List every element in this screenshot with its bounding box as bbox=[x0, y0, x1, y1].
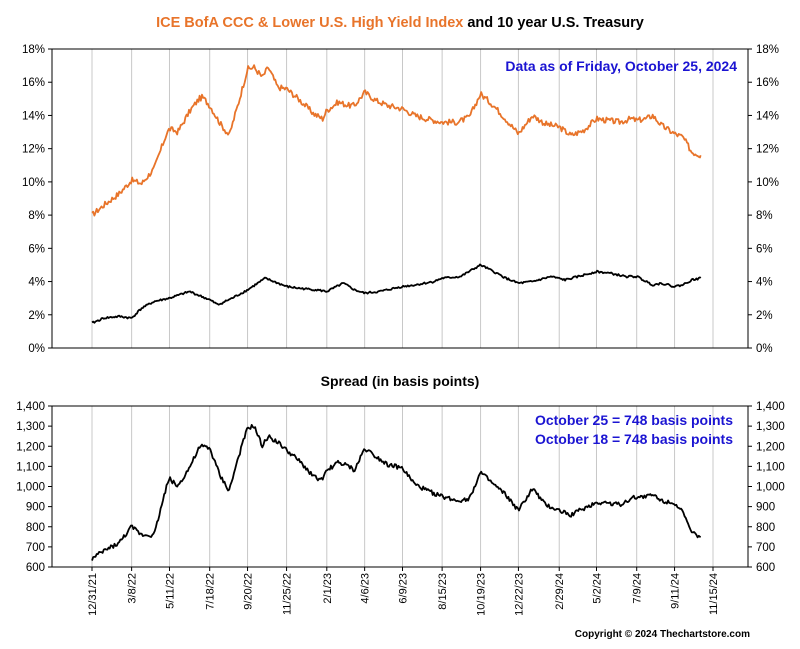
series-lines bbox=[91, 64, 702, 561]
x-tick-label: 11/25/22 bbox=[282, 573, 294, 615]
y-tick-label: 8% bbox=[28, 210, 45, 222]
chart-title: ICE BofA CCC & Lower U.S. High Yield Ind… bbox=[156, 15, 644, 31]
y-tick-label: 14% bbox=[22, 110, 45, 122]
series-line-treasury bbox=[91, 263, 702, 324]
y-tick-label: 1,100 bbox=[16, 461, 45, 473]
y-tick-label: 600 bbox=[26, 562, 45, 574]
x-tick-label: 11/15/24 bbox=[708, 573, 720, 615]
axis-labels: 12/31/21 3/8/22 5/11/22 7/18/22 9/20/22 11/25… bbox=[16, 44, 785, 616]
y-tick-label-right: 900 bbox=[756, 502, 775, 514]
y-tick-label: 2% bbox=[28, 310, 45, 322]
y-tick-label: 1,300 bbox=[16, 421, 45, 433]
x-tick-label: 12/31/21 bbox=[87, 573, 99, 616]
x-tick-label: 9/20/22 bbox=[243, 573, 255, 610]
y-tick-label-right: 1,400 bbox=[756, 401, 785, 413]
x-tick-label: 7/9/24 bbox=[632, 573, 644, 604]
x-tick-label: 6/9/23 bbox=[398, 573, 410, 604]
chart-title-part2: and 10 year U.S. Treasury bbox=[467, 15, 644, 31]
y-tick-label-right: 1,100 bbox=[756, 461, 785, 473]
spread-annotation-1: October 25 = 748 basis points bbox=[535, 412, 733, 428]
y-tick-label: 18% bbox=[22, 44, 45, 56]
axis-ticks bbox=[48, 48, 752, 571]
y-tick-label-right: 12% bbox=[756, 144, 779, 156]
y-tick-label-right: 2% bbox=[756, 310, 773, 322]
y-tick-label-right: 16% bbox=[756, 77, 779, 89]
x-tick-label: 5/2/24 bbox=[591, 573, 603, 604]
series-line-ccc-yield bbox=[91, 64, 702, 217]
x-tick-label: 4/6/23 bbox=[360, 573, 372, 604]
y-tick-label-right: 14% bbox=[756, 110, 779, 122]
spread-annotation-2: October 18 = 748 basis points bbox=[535, 431, 733, 447]
y-tick-label-right: 600 bbox=[756, 562, 775, 574]
y-tick-label-right: 6% bbox=[756, 243, 773, 255]
y-tick-label: 1,400 bbox=[16, 401, 45, 413]
y-tick-label-right: 1,200 bbox=[756, 441, 785, 453]
spread-title: Spread (in basis points) bbox=[321, 373, 480, 389]
data-date-annotation: Data as of Friday, October 25, 2024 bbox=[505, 58, 737, 74]
y-tick-label-right: 800 bbox=[756, 522, 775, 534]
y-tick-label: 700 bbox=[26, 542, 45, 554]
x-tick-label: 8/15/23 bbox=[437, 573, 449, 610]
x-tick-label: 5/11/22 bbox=[164, 573, 176, 609]
grid-lines bbox=[91, 49, 714, 567]
y-tick-label-right: 10% bbox=[756, 177, 779, 189]
y-tick-label: 12% bbox=[22, 144, 45, 156]
y-tick-label-right: 1,000 bbox=[756, 482, 785, 494]
y-tick-label: 4% bbox=[28, 277, 45, 289]
y-tick-label-right: 700 bbox=[756, 542, 775, 554]
y-tick-label: 6% bbox=[28, 243, 45, 255]
x-tick-label: 3/8/22 bbox=[127, 573, 139, 604]
y-tick-label: 16% bbox=[22, 77, 45, 89]
y-tick-label: 1,200 bbox=[16, 441, 45, 453]
top-plot-frame bbox=[51, 48, 749, 349]
y-tick-label-right: 0% bbox=[756, 343, 773, 355]
y-tick-label: 10% bbox=[22, 177, 45, 189]
y-tick-label: 800 bbox=[26, 522, 45, 534]
x-tick-label: 9/11/24 bbox=[670, 573, 682, 609]
y-tick-label-right: 18% bbox=[756, 44, 779, 56]
copyright: Copyright © 2024 Thechartstore.com bbox=[575, 629, 750, 640]
y-tick-label: 1,000 bbox=[16, 482, 45, 494]
series-line-spread bbox=[91, 424, 702, 561]
y-tick-label-right: 1,300 bbox=[756, 421, 785, 433]
y-tick-label: 0% bbox=[28, 343, 45, 355]
x-tick-label: 10/19/23 bbox=[476, 573, 488, 616]
x-tick-label: 7/18/22 bbox=[205, 573, 217, 610]
chart-title-part1: ICE BofA CCC & Lower U.S. High Yield Ind… bbox=[156, 15, 463, 31]
x-tick-label: 12/22/23 bbox=[513, 573, 525, 616]
y-tick-label-right: 8% bbox=[756, 210, 773, 222]
x-tick-label: 2/29/24 bbox=[554, 573, 566, 610]
y-tick-label: 900 bbox=[26, 502, 45, 514]
y-tick-label-right: 4% bbox=[756, 277, 773, 289]
x-tick-label: 2/1/23 bbox=[322, 573, 334, 604]
